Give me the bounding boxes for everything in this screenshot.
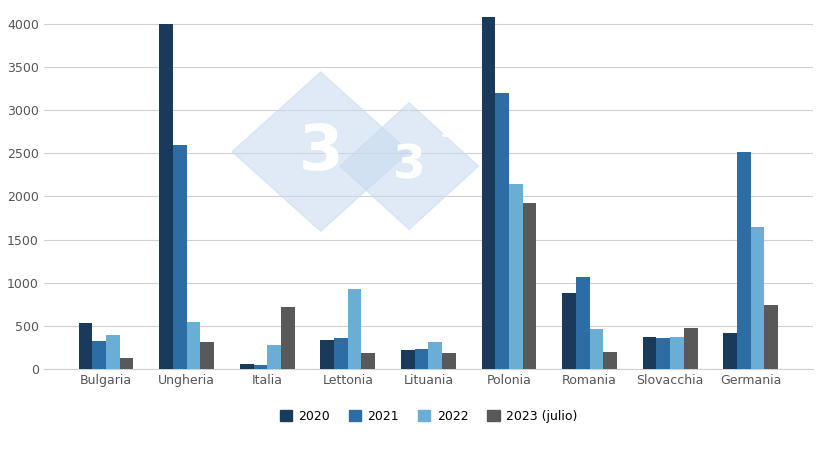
Bar — [509, 184, 522, 369]
Bar — [481, 17, 495, 369]
Text: 3: 3 — [298, 121, 342, 183]
Bar — [400, 350, 414, 369]
Bar — [106, 335, 120, 369]
Text: 3: 3 — [392, 144, 425, 189]
Bar — [253, 365, 267, 369]
Bar — [320, 340, 333, 369]
Bar — [200, 342, 214, 369]
Bar — [347, 290, 361, 369]
Bar — [655, 338, 669, 369]
Bar — [575, 278, 589, 369]
Bar — [79, 323, 93, 369]
Bar — [333, 338, 347, 369]
Bar — [522, 203, 536, 369]
Polygon shape — [232, 72, 409, 231]
Bar — [736, 152, 749, 369]
Bar — [669, 337, 683, 369]
Bar — [120, 358, 133, 369]
Bar — [749, 227, 763, 369]
Bar — [441, 353, 455, 369]
Bar — [187, 322, 200, 369]
Polygon shape — [339, 103, 477, 230]
Bar — [159, 24, 173, 369]
Bar — [428, 342, 441, 369]
Bar — [495, 93, 509, 369]
Legend: 2020, 2021, 2022, 2023 (julio): 2020, 2021, 2022, 2023 (julio) — [274, 405, 581, 428]
Bar — [642, 337, 655, 369]
Bar — [361, 353, 375, 369]
Bar — [722, 333, 736, 369]
Bar — [763, 305, 777, 369]
Bar — [93, 341, 106, 369]
Bar — [414, 349, 428, 369]
Bar — [562, 293, 575, 369]
Bar — [603, 352, 616, 369]
Bar — [683, 328, 697, 369]
Bar — [173, 145, 187, 369]
Bar — [267, 345, 281, 369]
Text: 3: 3 — [440, 122, 454, 141]
Bar — [281, 307, 294, 369]
Bar — [239, 364, 253, 369]
Bar — [589, 329, 603, 369]
